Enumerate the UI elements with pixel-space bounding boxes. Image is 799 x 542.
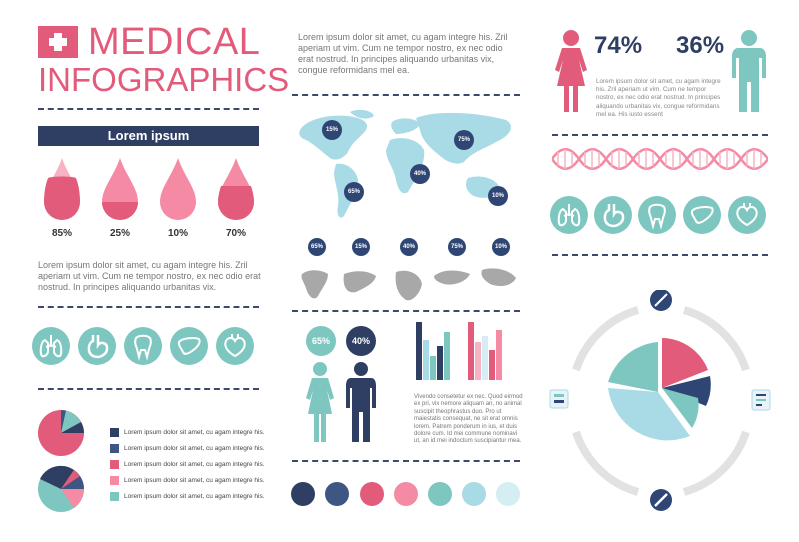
legend-swatch xyxy=(110,460,119,469)
drop-85 xyxy=(44,158,80,220)
pie-chart-bottom xyxy=(38,465,85,512)
divider xyxy=(38,306,259,308)
left-paragraph: Lorem ipsum dolor sit amet, cu agam inte… xyxy=(38,260,261,292)
region-badge: 10% xyxy=(492,238,510,256)
female-pct-badge: 65% xyxy=(306,326,336,356)
legend-item: Lorem ipsum dolor sit amet, cu agam inte… xyxy=(124,477,265,484)
legend-item: Lorem ipsum dolor sit amet, cu agam inte… xyxy=(124,429,265,436)
map-badge: 15% xyxy=(322,120,342,140)
legend-swatch xyxy=(110,492,119,501)
divider xyxy=(552,254,768,256)
dna-strand-icon xyxy=(552,148,768,170)
divider xyxy=(552,134,768,136)
male-pct-badge: 40% xyxy=(346,326,376,356)
color-swatch xyxy=(462,482,486,506)
tooth-icon xyxy=(638,196,676,234)
color-swatch xyxy=(291,482,315,506)
drop-label-4: 70% xyxy=(225,228,246,239)
male-percentage: 36% xyxy=(676,32,725,59)
drop-10 xyxy=(160,158,196,220)
female-figure-icon xyxy=(306,362,334,442)
lorem-banner: Lorem ipsum xyxy=(38,126,259,146)
tooth-icon xyxy=(124,327,162,365)
legend-swatch xyxy=(110,444,119,453)
ring-pie-graphic xyxy=(549,290,771,511)
drop-label-3: 10% xyxy=(167,228,188,239)
heart-icon xyxy=(728,196,766,234)
grey-continents xyxy=(301,268,516,301)
female-figure-icon xyxy=(555,30,587,112)
blood-drops xyxy=(44,158,254,220)
syringe-icon xyxy=(630,297,650,313)
pills-icon xyxy=(550,390,568,408)
region-badge: 15% xyxy=(352,238,370,256)
legend-swatch xyxy=(110,428,119,437)
thermometer-icon xyxy=(630,487,650,503)
stomach-icon xyxy=(78,327,116,365)
top-paragraph: Lorem ipsum dolor sit amet, cu agam inte… xyxy=(298,32,508,75)
pie-chart-top xyxy=(38,410,84,456)
map-badge: 40% xyxy=(410,164,430,184)
lungs-icon xyxy=(32,327,70,365)
color-swatch xyxy=(394,482,418,506)
divider xyxy=(38,388,259,390)
title-medical: MEDICAL xyxy=(88,21,261,63)
lungs-icon xyxy=(550,196,588,234)
prescription-icon xyxy=(752,390,770,410)
drop-label-1: 85% xyxy=(51,228,72,239)
legend-item: Lorem ipsum dolor sit amet, cu agam inte… xyxy=(124,445,265,452)
color-swatch xyxy=(496,482,520,506)
divider xyxy=(292,460,520,462)
liver-icon xyxy=(170,327,208,365)
gender-paragraph: Lorem ipsum dolor sit amet, cu agam inte… xyxy=(596,78,721,118)
drop-25 xyxy=(102,158,138,220)
male-figure-icon xyxy=(346,362,376,442)
map-badge: 65% xyxy=(344,182,364,202)
stomach-icon xyxy=(594,196,632,234)
color-swatch xyxy=(325,482,349,506)
color-swatch xyxy=(360,482,384,506)
map-badge: 10% xyxy=(488,186,508,206)
cross-icon xyxy=(49,33,67,51)
divider xyxy=(38,108,259,110)
medical-cross-logo xyxy=(38,26,78,58)
legend-item: Lorem ipsum dolor sit amet, cu agam inte… xyxy=(124,493,265,500)
liver-icon xyxy=(683,196,721,234)
map-badge: 75% xyxy=(454,130,474,150)
region-badge: 75% xyxy=(448,238,466,256)
title-infographics: INFOGRAPHICS xyxy=(38,61,290,98)
region-badge: 40% xyxy=(400,238,418,256)
bar-graphic xyxy=(416,322,502,380)
heart-icon xyxy=(216,327,254,365)
divider xyxy=(292,94,520,96)
drop-label-2: 25% xyxy=(109,228,130,239)
drop-70 xyxy=(218,158,254,220)
region-badge: 65% xyxy=(308,238,326,256)
color-swatch xyxy=(428,482,452,506)
legend-item: Lorem ipsum dolor sit amet, cu agam inte… xyxy=(124,461,265,468)
female-percentage: 74% xyxy=(594,32,643,59)
bars-paragraph: Vivendo consetetur ex nec. Quod eirmod e… xyxy=(414,394,523,445)
male-figure-icon xyxy=(732,30,766,112)
legend-swatch xyxy=(110,476,119,485)
divider xyxy=(292,310,520,312)
